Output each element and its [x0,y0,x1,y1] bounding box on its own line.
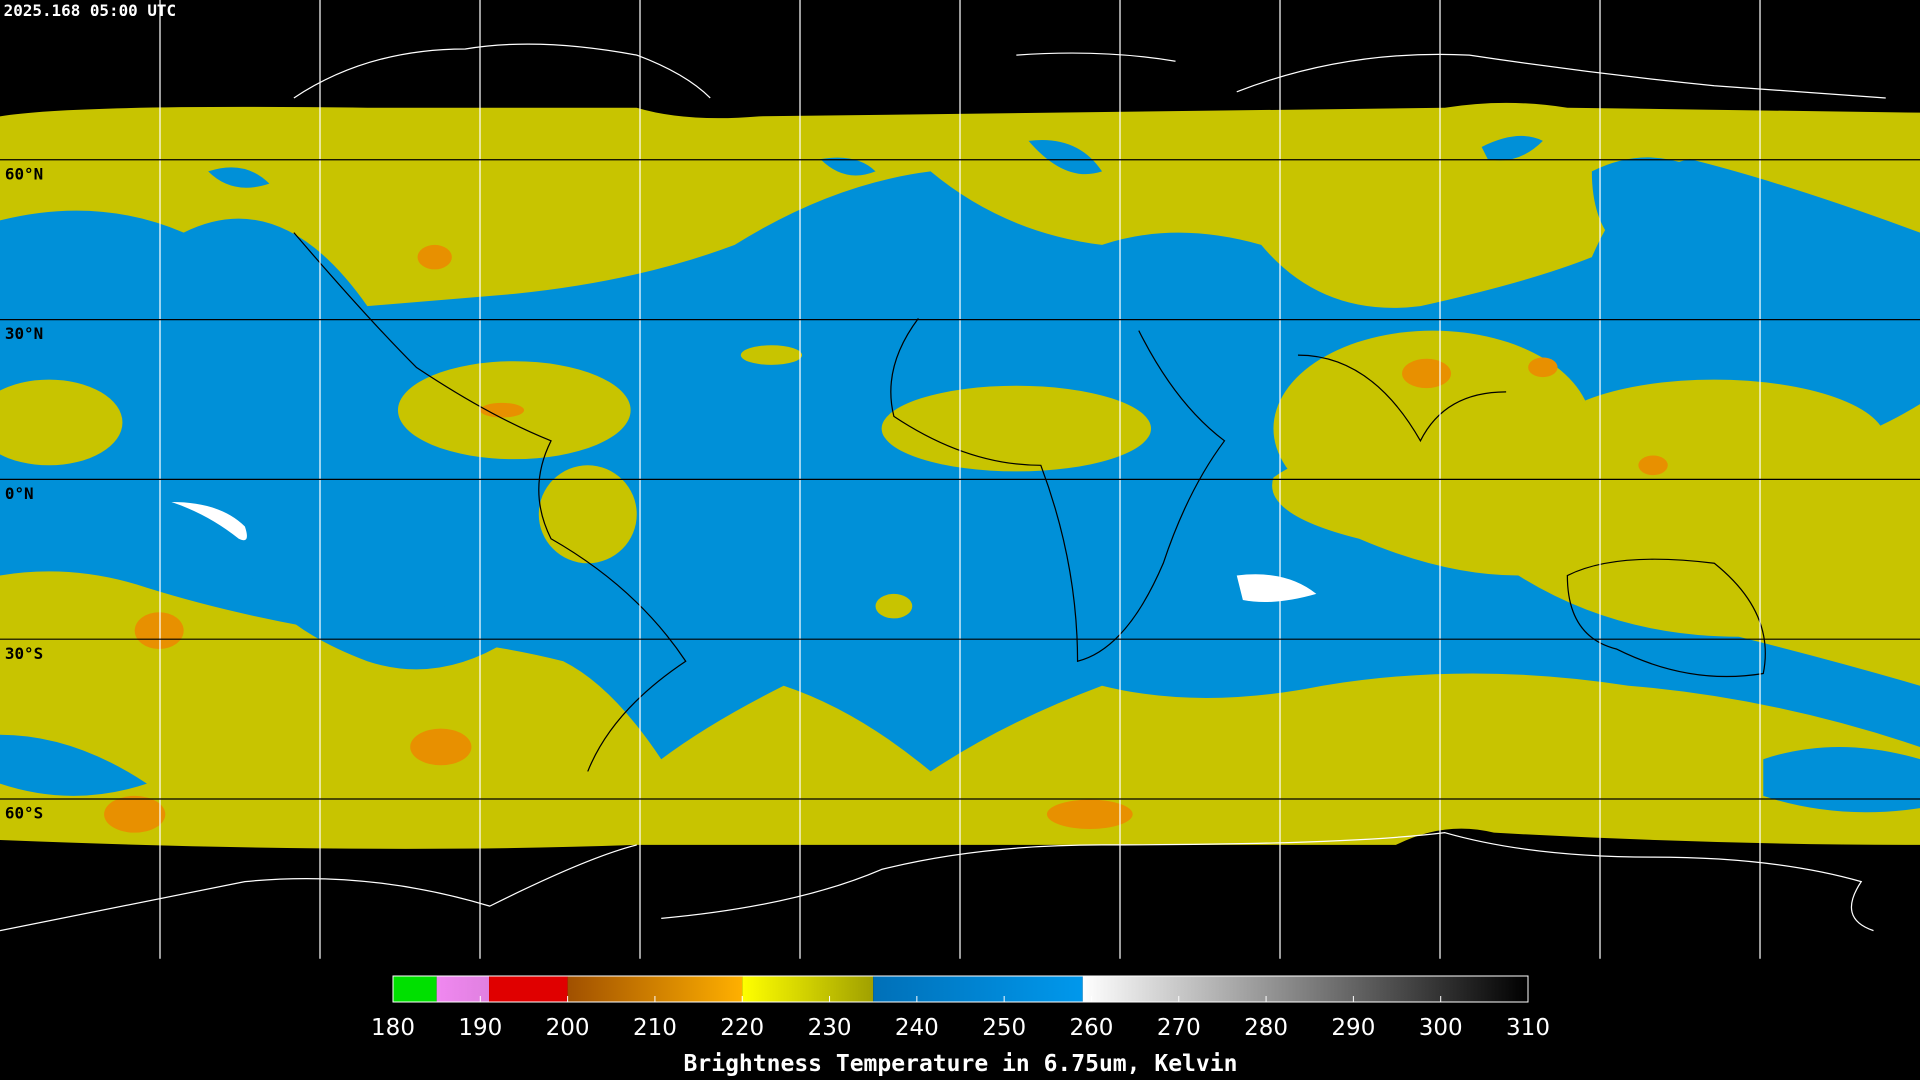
colorbar-frame [392,975,1529,1003]
colorbar-tick-label: 290 [1331,1015,1375,1041]
colorbar-segment [489,976,568,1002]
colorbar-tick-label: 180 [371,1015,415,1041]
colorbar-tick-label: 210 [633,1015,677,1041]
lat-label: 60°N [5,164,43,183]
colorbar-segment [873,976,1083,1002]
colorbar-tick-label: 220 [720,1015,764,1041]
colorbar-segment [1082,976,1528,1002]
lat-label: 60°S [5,804,43,823]
colorbar-tick-label: 200 [546,1015,590,1041]
colorbar-tick-label: 190 [458,1015,502,1041]
colorbar-tick-label: 240 [895,1015,939,1041]
colorbar-segment [393,976,437,1002]
colorbar-tick-label: 250 [982,1015,1026,1041]
colorbar-segment [742,976,874,1002]
colorbar-label: Brightness Temperature in 6.75um, Kelvin [684,1051,1238,1077]
timestamp: 2025.168 05:00 UTC [4,1,176,20]
colorbar: 180 190 200 210 220 230 240 250 260 270 280 290 300 3… [371,975,1550,1077]
graticule-inner [159,0,1761,959]
lat-label: 0°N [5,484,34,503]
polar-coastlines [0,43,1886,932]
colorbar-tick-label: 280 [1244,1015,1288,1041]
coastlines [293,232,1766,772]
colorbar-tick-label: 270 [1157,1015,1201,1041]
colorbar-tick-label: 260 [1070,1015,1114,1041]
lat-label: 30°N [5,324,43,343]
convection-core [104,244,1668,833]
colorbar-segment [436,976,490,1002]
colorbar-tick-label: 300 [1419,1015,1463,1041]
map: 2025.168 05:00 UTC 60°N 30°N 0°N 30°S 60°S [0,0,1920,959]
colorbar-tick-label: 310 [1506,1015,1550,1041]
warm-spots [171,502,1317,603]
colorbar-tick-label: 230 [808,1015,852,1041]
convection [0,214,1886,619]
lat-labels: 60°N 30°N 0°N 30°S 60°S [5,164,43,822]
lat-label: 30°S [5,644,43,663]
